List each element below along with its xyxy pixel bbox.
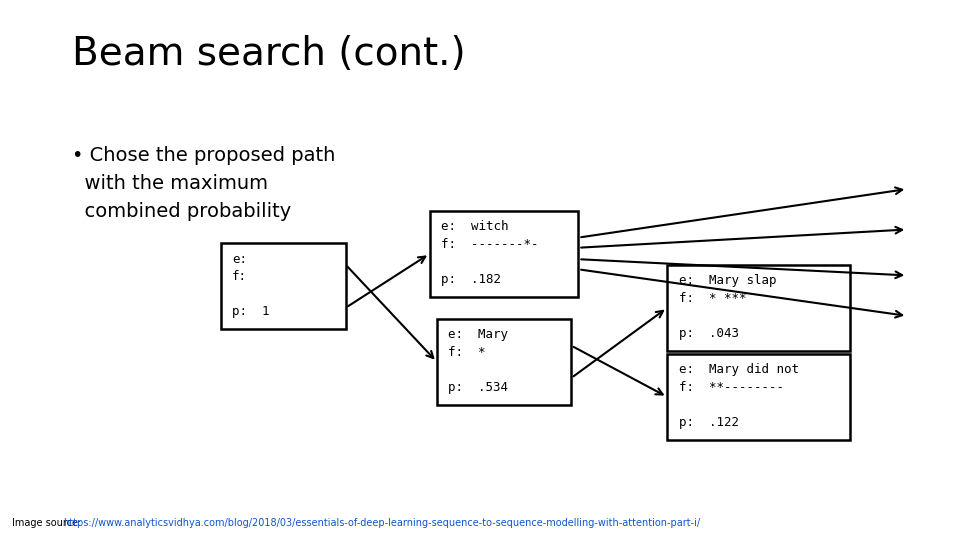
Text: Beam search (cont.): Beam search (cont.): [72, 35, 466, 73]
FancyBboxPatch shape: [667, 354, 850, 440]
FancyBboxPatch shape: [221, 243, 346, 329]
Text: e:  Mary slap
f:  * ***

p:  .043: e: Mary slap f: * *** p: .043: [679, 274, 777, 340]
Text: e:  Mary did not
f:  **--------

p:  .122: e: Mary did not f: **-------- p: .122: [679, 363, 799, 429]
Text: • Chose the proposed path
  with the maximum
  combined probability: • Chose the proposed path with the maxim…: [72, 146, 335, 221]
Text: e:  Mary
f:  *

p:  .534: e: Mary f: * p: .534: [448, 328, 509, 394]
FancyBboxPatch shape: [667, 265, 850, 351]
Text: Image source:: Image source:: [12, 518, 84, 528]
FancyBboxPatch shape: [430, 211, 578, 297]
Text: e:  witch
f:  -------*-

p:  .182: e: witch f: -------*- p: .182: [442, 220, 539, 286]
FancyBboxPatch shape: [437, 319, 571, 405]
Text: https://www.analyticsvidhya.com/blog/2018/03/essentials-of-deep-learning-sequenc: https://www.analyticsvidhya.com/blog/201…: [63, 518, 701, 528]
Text: e:
f:

p:  1: e: f: p: 1: [232, 253, 270, 318]
